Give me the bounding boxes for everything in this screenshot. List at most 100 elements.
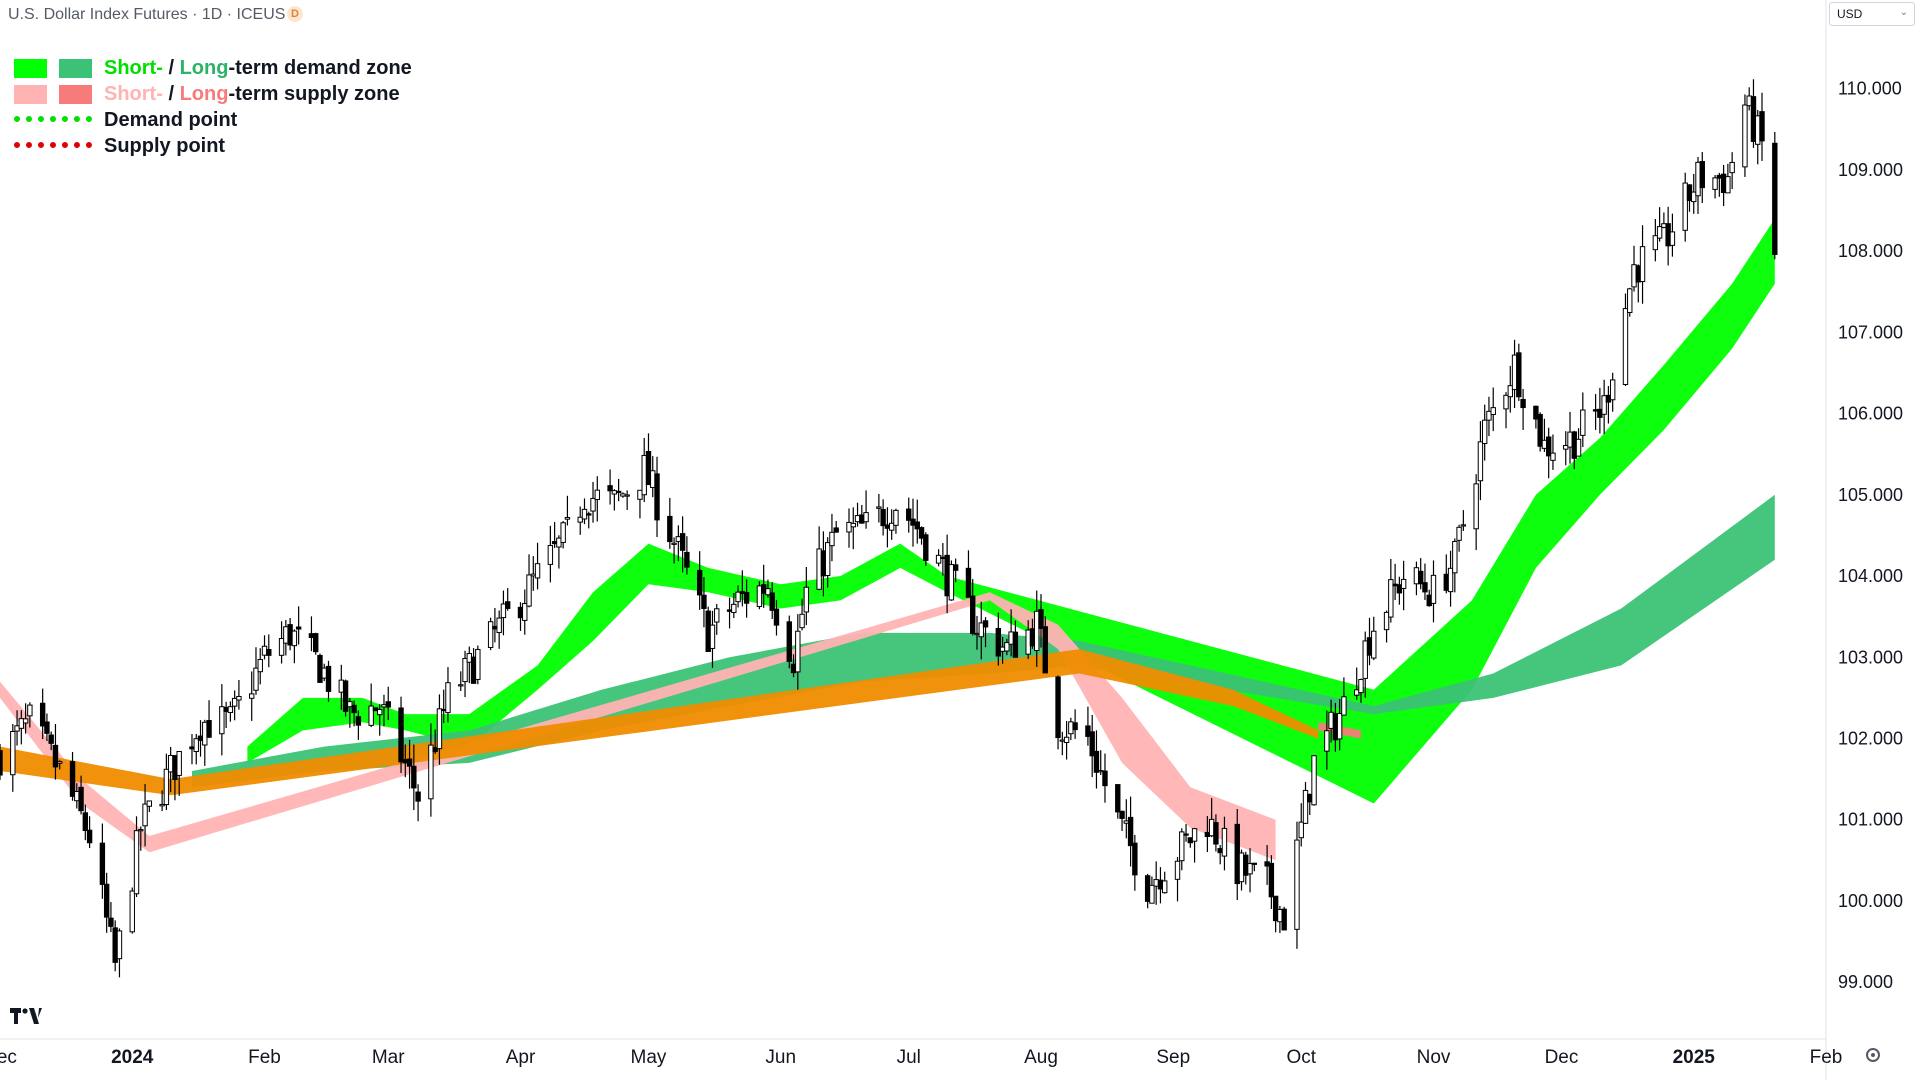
candle bbox=[696, 551, 703, 610]
price-axis[interactable]: 99.000 100.000 101.000 102.000 103.000 104.00… bbox=[1838, 79, 1903, 992]
candle bbox=[411, 744, 417, 811]
candle bbox=[1631, 245, 1637, 292]
candle bbox=[850, 507, 856, 550]
candle bbox=[517, 602, 524, 631]
candle bbox=[1563, 431, 1569, 466]
legend-long: Long bbox=[179, 83, 229, 105]
candle bbox=[436, 694, 443, 765]
candle bbox=[914, 499, 920, 544]
y-tick-label: 104.000 bbox=[1838, 566, 1903, 586]
y-tick-label: 105.000 bbox=[1838, 485, 1903, 505]
currency-select[interactable]: USD ⌄ bbox=[1829, 2, 1915, 26]
candle bbox=[1085, 706, 1091, 746]
candle bbox=[1592, 394, 1599, 430]
candle bbox=[377, 704, 383, 736]
candle bbox=[129, 887, 135, 934]
candle bbox=[27, 702, 33, 728]
candle bbox=[99, 823, 106, 899]
candle bbox=[504, 588, 511, 611]
candle bbox=[52, 724, 59, 780]
candle bbox=[803, 566, 810, 626]
candle bbox=[1520, 388, 1526, 430]
candle bbox=[163, 753, 170, 810]
legend-rest: -term supply zone bbox=[228, 83, 400, 105]
candle bbox=[948, 560, 955, 601]
symbol-title[interactable]: U.S. Dollar Index Futures · 1D · ICEUS bbox=[8, 6, 286, 23]
candle bbox=[313, 632, 319, 655]
candle bbox=[69, 751, 76, 801]
candle bbox=[1093, 730, 1100, 789]
candle bbox=[1063, 720, 1070, 760]
candle bbox=[1277, 905, 1283, 934]
candle bbox=[219, 684, 225, 756]
candle bbox=[1217, 845, 1223, 865]
candle bbox=[1759, 92, 1765, 161]
candle bbox=[1597, 387, 1603, 434]
short-supply-swatch bbox=[14, 85, 47, 104]
candle bbox=[756, 581, 763, 610]
candle bbox=[1336, 698, 1343, 751]
candle bbox=[1426, 589, 1432, 607]
candle bbox=[475, 645, 481, 685]
candle bbox=[952, 558, 959, 583]
candle bbox=[624, 490, 630, 510]
candle bbox=[108, 902, 114, 933]
candle bbox=[1383, 610, 1390, 643]
candle bbox=[1012, 620, 1019, 658]
long-supply-swatch bbox=[59, 85, 92, 104]
candle bbox=[1665, 206, 1671, 266]
x-tick-label: Aug bbox=[1024, 1047, 1058, 1068]
candle bbox=[795, 614, 801, 690]
candle bbox=[560, 521, 566, 549]
candle bbox=[918, 526, 925, 545]
candle bbox=[1481, 404, 1488, 461]
settings-icon[interactable] bbox=[1866, 1048, 1880, 1062]
x-tick-label: Mar bbox=[372, 1047, 405, 1068]
candle bbox=[824, 537, 831, 588]
x-tick-label: Sep bbox=[1156, 1047, 1190, 1068]
candle bbox=[278, 621, 285, 664]
candle bbox=[1477, 421, 1484, 501]
time-axis[interactable]: Dec 2024 Feb Mar Apr May Jun Jul Aug Sep Oct Nov Dec… bbox=[0, 1047, 1842, 1068]
candle bbox=[590, 481, 596, 523]
candle bbox=[893, 508, 899, 534]
candle bbox=[1307, 793, 1313, 816]
candle bbox=[1622, 293, 1629, 386]
tradingview-logo-icon[interactable] bbox=[10, 1006, 42, 1032]
y-tick-label: 103.000 bbox=[1838, 647, 1903, 667]
x-tick-label: Oct bbox=[1286, 1047, 1316, 1068]
candle bbox=[1490, 387, 1496, 432]
candle bbox=[1388, 558, 1394, 623]
candle bbox=[1157, 867, 1164, 904]
candle bbox=[556, 535, 562, 569]
candle bbox=[368, 683, 374, 728]
candle bbox=[530, 556, 536, 591]
candle bbox=[526, 554, 532, 608]
candle bbox=[876, 493, 882, 523]
candle bbox=[39, 688, 46, 740]
candle bbox=[684, 536, 690, 575]
candle bbox=[1221, 816, 1228, 871]
candle bbox=[1550, 434, 1556, 470]
legend-demand-point: Demand point bbox=[104, 109, 238, 131]
candle bbox=[406, 739, 413, 789]
candle bbox=[884, 507, 891, 548]
candle bbox=[765, 579, 771, 598]
candle bbox=[112, 920, 118, 972]
candle bbox=[1686, 184, 1693, 212]
candle bbox=[466, 646, 472, 684]
candle bbox=[1281, 906, 1287, 931]
candle bbox=[1400, 560, 1407, 611]
candle bbox=[253, 647, 259, 695]
candle bbox=[935, 549, 942, 567]
candle bbox=[1447, 550, 1454, 607]
candle bbox=[291, 629, 298, 664]
candle bbox=[10, 724, 16, 792]
candle bbox=[1068, 717, 1074, 741]
x-tick-label: May bbox=[631, 1047, 667, 1068]
candle bbox=[295, 606, 302, 645]
candle bbox=[1341, 677, 1347, 716]
candle bbox=[1503, 392, 1509, 429]
candle bbox=[1605, 386, 1612, 424]
